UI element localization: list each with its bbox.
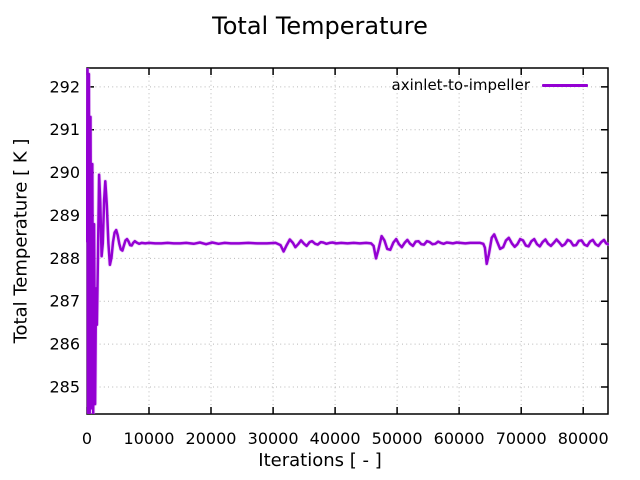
y-tick-label: 288: [49, 249, 80, 268]
x-axis-title: Iterations [ - ]: [258, 450, 382, 471]
chart-title: Total Temperature: [212, 12, 428, 40]
legend-line-sample: [542, 83, 588, 87]
x-tick-label: 80000: [558, 429, 609, 448]
legend-label: axinlet-to-impeller: [391, 76, 530, 94]
y-tick-label: 285: [49, 378, 80, 397]
x-tick-label: 40000: [310, 429, 361, 448]
x-tick-label: 20000: [186, 429, 237, 448]
x-tick-label: 10000: [124, 429, 175, 448]
x-tick-label: 60000: [434, 429, 485, 448]
y-tick-label: 287: [49, 292, 80, 311]
x-tick-label: 0: [82, 429, 92, 448]
y-tick-label: 291: [49, 120, 80, 139]
x-tick-label: 50000: [372, 429, 423, 448]
y-tick-label: 292: [49, 77, 80, 96]
y-tick-label: 286: [49, 335, 80, 354]
series-line-halo: [86, 68, 609, 414]
x-tick-label: 30000: [248, 429, 299, 448]
x-tick-label: 70000: [496, 429, 547, 448]
series-line: [86, 68, 609, 414]
y-tick-label: 289: [49, 206, 80, 225]
legend: axinlet-to-impeller: [392, 76, 588, 94]
y-axis-title: Total Temperature [ K ]: [10, 138, 32, 344]
y-tick-label: 290: [49, 163, 80, 182]
